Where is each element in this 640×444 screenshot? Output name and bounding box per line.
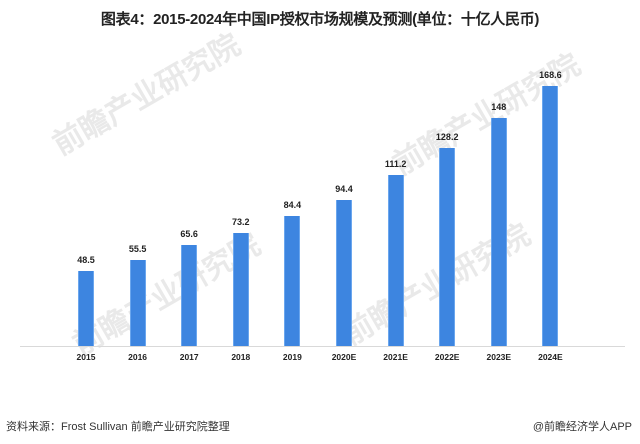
watermark: 前瞻产业研究院 [47, 28, 246, 162]
bar [542, 86, 559, 346]
x-tick-label: 2022E [434, 352, 460, 362]
data-label: 128.2 [435, 132, 459, 142]
bar [439, 148, 456, 346]
x-tick-label: 2016 [128, 352, 148, 362]
data-label: 65.6 [180, 229, 198, 239]
data-label: 168.6 [539, 70, 562, 80]
data-label: 148 [491, 102, 507, 112]
credit-note: @前瞻经济学人APP [532, 421, 632, 433]
x-tick-label: 2015 [76, 352, 96, 362]
bar [336, 200, 352, 346]
bar [78, 271, 94, 346]
x-axis-line [20, 346, 625, 347]
data-label: 94.4 [335, 184, 353, 194]
x-tick-label: 2018 [231, 352, 251, 362]
x-tick-label: 2023E [486, 352, 512, 362]
source-note: 资料来源：Frost Sullivan 前瞻产业研究院整理 [6, 421, 230, 433]
x-tick-label: 2017 [179, 352, 199, 362]
data-label: 48.5 [77, 255, 95, 265]
x-tick-label: 2021E [383, 352, 408, 362]
bar [181, 245, 198, 346]
data-label: 55.5 [128, 244, 147, 254]
data-label: 84.4 [283, 200, 302, 210]
x-tick-label: 2020E [331, 352, 357, 362]
bar [284, 216, 301, 346]
data-label: 73.2 [232, 217, 250, 227]
bar [387, 175, 404, 346]
bar [232, 233, 249, 346]
data-label: 111.2 [384, 159, 407, 169]
bar [490, 118, 507, 346]
x-tick-label: 2019 [282, 352, 302, 362]
chart-title: 图表4：2015-2024年中国IP授权市场规模及预测(单位：十亿人民币) [100, 11, 540, 28]
x-tick-label: 2024E [538, 352, 563, 362]
bar [129, 260, 146, 346]
